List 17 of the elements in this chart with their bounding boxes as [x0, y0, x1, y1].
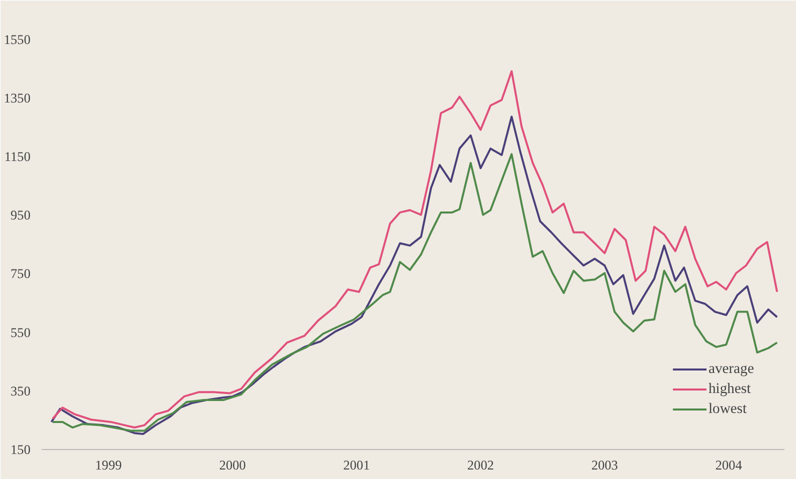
y-tick-label: 350 [10, 383, 31, 398]
y-tick-label: 1150 [4, 148, 31, 164]
y-tick-label: 150 [10, 442, 31, 457]
x-tick-label: 2001 [343, 458, 370, 472]
x-tick-label: 2000 [219, 458, 246, 472]
y-tick-label: 1350 [4, 90, 31, 106]
y-tick-label: 950 [10, 208, 31, 223]
legend-label: highest [708, 380, 751, 398]
x-tick-label: 2004 [715, 458, 742, 472]
y-tick-label: 750 [10, 266, 31, 282]
x-tick-label: 2003 [591, 458, 618, 472]
legend-label: lowest [708, 400, 747, 418]
legend-label: average [708, 360, 754, 378]
y-tick-label: 1550 [4, 32, 31, 47]
y-tick-label: 550 [10, 324, 31, 340]
x-tick-label: 1999 [95, 458, 122, 472]
x-tick-label: 2002 [467, 458, 494, 472]
